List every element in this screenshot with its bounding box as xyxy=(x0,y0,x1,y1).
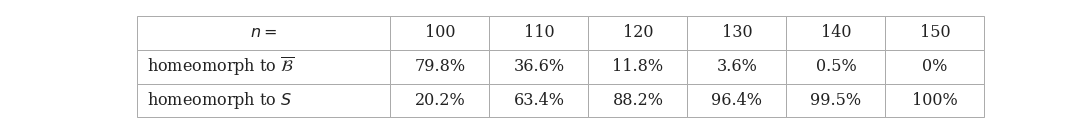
Bar xyxy=(136,16,391,50)
Text: 3.6%: 3.6% xyxy=(716,58,758,75)
Bar xyxy=(786,50,886,84)
Text: 110: 110 xyxy=(523,24,555,41)
Text: 79.8%: 79.8% xyxy=(414,58,465,75)
Text: 130: 130 xyxy=(722,24,752,41)
Bar xyxy=(391,84,489,117)
Bar xyxy=(589,84,688,117)
Bar xyxy=(886,84,985,117)
Bar xyxy=(886,50,985,84)
Bar xyxy=(136,50,391,84)
Text: 100: 100 xyxy=(425,24,455,41)
Bar xyxy=(688,50,786,84)
Bar xyxy=(489,84,589,117)
Bar xyxy=(786,84,886,117)
Text: 0%: 0% xyxy=(923,58,948,75)
Bar xyxy=(886,16,985,50)
Text: 150: 150 xyxy=(919,24,950,41)
Bar xyxy=(589,50,688,84)
Text: 36.6%: 36.6% xyxy=(513,58,565,75)
Text: 140: 140 xyxy=(821,24,852,41)
Bar xyxy=(391,16,489,50)
Bar xyxy=(589,16,688,50)
Bar xyxy=(489,50,589,84)
Text: 96.4%: 96.4% xyxy=(712,92,762,109)
Text: 88.2%: 88.2% xyxy=(613,92,664,109)
Bar xyxy=(786,16,886,50)
Text: 20.2%: 20.2% xyxy=(415,92,465,109)
Bar xyxy=(489,16,589,50)
Text: 63.4%: 63.4% xyxy=(513,92,565,109)
Text: 100%: 100% xyxy=(912,92,958,109)
Text: 99.5%: 99.5% xyxy=(810,92,862,109)
Bar xyxy=(688,84,786,117)
Text: 11.8%: 11.8% xyxy=(613,58,664,75)
Text: 120: 120 xyxy=(622,24,653,41)
Text: homeomorph to $\overline{\mathcal{B}}$: homeomorph to $\overline{\mathcal{B}}$ xyxy=(146,55,294,78)
Bar xyxy=(136,84,391,117)
Bar xyxy=(391,50,489,84)
Text: homeomorph to $S$: homeomorph to $S$ xyxy=(146,90,292,111)
Bar xyxy=(688,16,786,50)
Text: $n =$: $n =$ xyxy=(250,24,277,41)
Text: 0.5%: 0.5% xyxy=(816,58,856,75)
